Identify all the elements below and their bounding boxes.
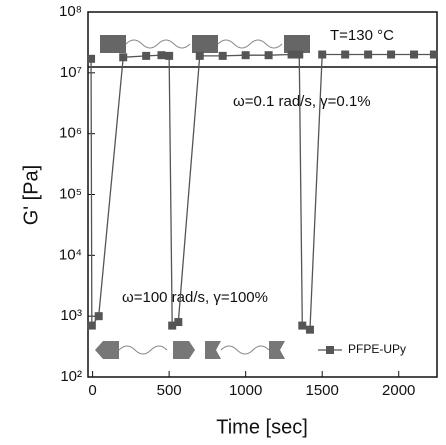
x-axis-label: Time [sec] (216, 416, 308, 438)
molecule-bottom (95, 341, 285, 359)
y-tick-label: 10⁷ (60, 64, 82, 81)
x-tick-label: 2000 (382, 382, 415, 399)
data-point (168, 321, 177, 330)
legend-label: PFPE-UPy (348, 342, 406, 356)
upy-unit (173, 341, 195, 359)
data-point (264, 51, 273, 60)
data-point (165, 51, 174, 60)
y-tick-label: 10² (60, 368, 82, 385)
y-tick-label: 10⁶ (59, 125, 82, 142)
data-point (287, 50, 296, 59)
data-point (94, 312, 103, 321)
data-point (305, 325, 314, 334)
data-point (218, 51, 227, 60)
x-tick-label: 1500 (306, 382, 339, 399)
y-tick-label: 10⁸ (59, 3, 82, 20)
chain (217, 39, 283, 49)
data-point (364, 50, 373, 59)
annotation: T=130 °C (330, 27, 394, 44)
data-point (87, 321, 96, 330)
data-point (142, 51, 151, 60)
data-point (174, 318, 183, 327)
chain (220, 345, 270, 355)
upy-unit (100, 35, 126, 53)
x-tick-label: 0 (88, 382, 96, 399)
legend-marker (326, 346, 334, 354)
data-point (298, 321, 307, 330)
upy-unit (95, 341, 119, 359)
data-point (295, 50, 304, 59)
data-point (410, 50, 419, 59)
chain (125, 39, 191, 49)
data-point (387, 50, 396, 59)
x-tick-label: 500 (157, 382, 182, 399)
x-tick-label: 1000 (229, 382, 262, 399)
upy-unit (205, 341, 221, 359)
annotation: ω=100 rad/s, γ=100% (122, 289, 268, 306)
data-point (195, 51, 204, 60)
data-point (87, 54, 96, 63)
upy-unit (192, 35, 218, 53)
data-point (241, 51, 250, 60)
data-point (341, 50, 350, 59)
upy-unit (284, 35, 310, 53)
y-tick-label: 10⁵ (59, 185, 82, 202)
chain (118, 345, 168, 355)
data-point (318, 50, 327, 59)
data-point (119, 53, 128, 62)
data-point (157, 51, 166, 60)
y-tick-label: 10³ (60, 307, 82, 324)
upy-unit (269, 341, 285, 359)
molecule-top (100, 35, 310, 53)
y-tick-label: 10⁴ (59, 246, 82, 263)
data-point (429, 50, 438, 59)
y-axis-label: G' [Pa] (20, 165, 42, 226)
annotation: ω=0.1 rad/s, γ=0.1% (233, 93, 371, 110)
